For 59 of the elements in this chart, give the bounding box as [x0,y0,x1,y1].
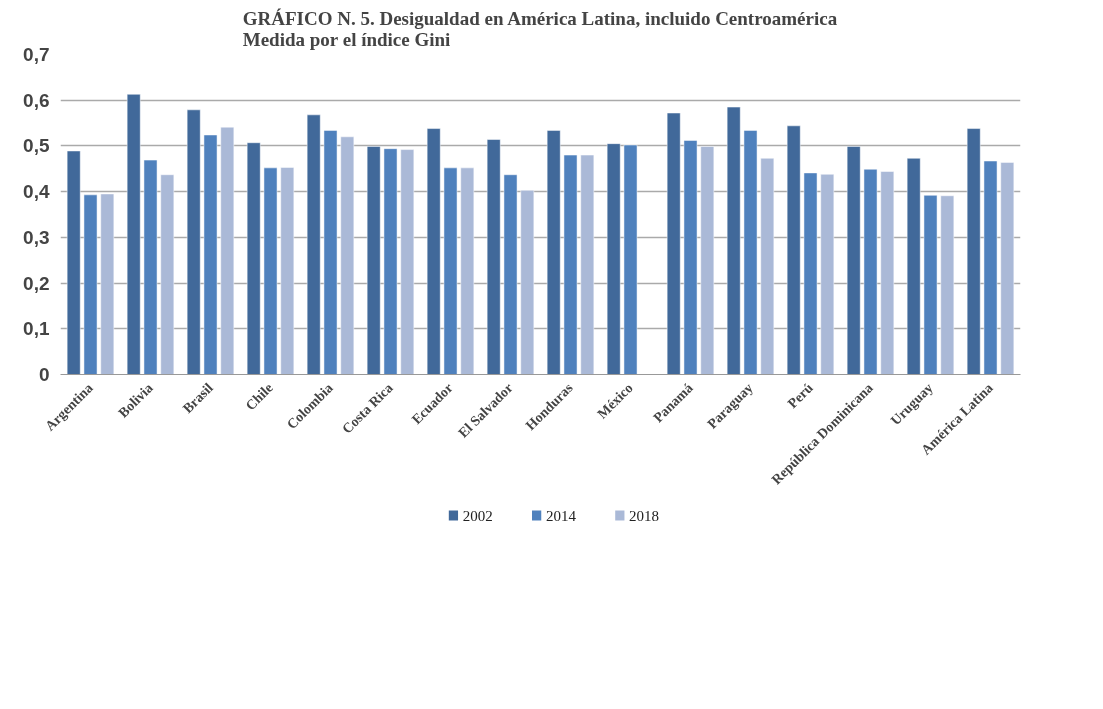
y-tick-label: 0,1 [23,318,50,340]
bar [820,174,835,375]
bar [100,193,115,375]
bar [760,158,775,375]
bar [366,146,381,375]
bar [400,149,415,375]
bar [126,94,141,375]
bar [923,195,938,375]
y-tick-label: 0,4 [23,181,50,203]
bar [246,142,261,375]
bar [846,146,861,375]
legend-label: 2018 [629,507,660,524]
bar [743,130,758,375]
chart-title: GRÁFICO N. 5. Desigualdad en América Latina, incluido Centroamérica Medida por el índice Gini [242,7,838,50]
bar [443,167,458,375]
bar [83,194,98,375]
y-tick-label: 0,7 [23,44,50,65]
bar [966,128,981,375]
bar [906,158,921,375]
bar [666,112,681,375]
bar [220,126,235,375]
bar [940,195,955,375]
bar [306,114,321,375]
bar [263,167,278,375]
bar [203,134,218,375]
bar [683,140,698,375]
bar [546,130,561,375]
bar [520,190,535,375]
bar [606,143,621,375]
bar [580,154,595,375]
y-tick-label: 0,2 [23,272,50,294]
bar [1000,162,1015,375]
bar [503,174,518,375]
legend-label: 2002 [462,507,493,524]
bar [460,167,475,375]
bar [786,125,801,375]
bar [426,128,441,375]
bar [983,160,998,375]
y-tick-label: 0,5 [23,135,50,157]
bar [880,171,895,375]
legend-label: 2014 [545,507,577,524]
y-tick-label: 0 [38,364,50,385]
bar [700,146,715,375]
bar [323,130,338,375]
bar [803,172,818,375]
bar [726,106,741,375]
bar [563,154,578,375]
y-tick-label: 0,6 [23,89,50,111]
bar [280,167,295,375]
bar [486,139,501,375]
bar [623,144,638,375]
bar [143,159,158,375]
bar [160,174,175,375]
bar [863,168,878,375]
y-tick-label: 0,3 [23,226,50,248]
bar [186,109,201,375]
bar [383,148,398,375]
bar [66,150,81,375]
bar [340,136,355,375]
